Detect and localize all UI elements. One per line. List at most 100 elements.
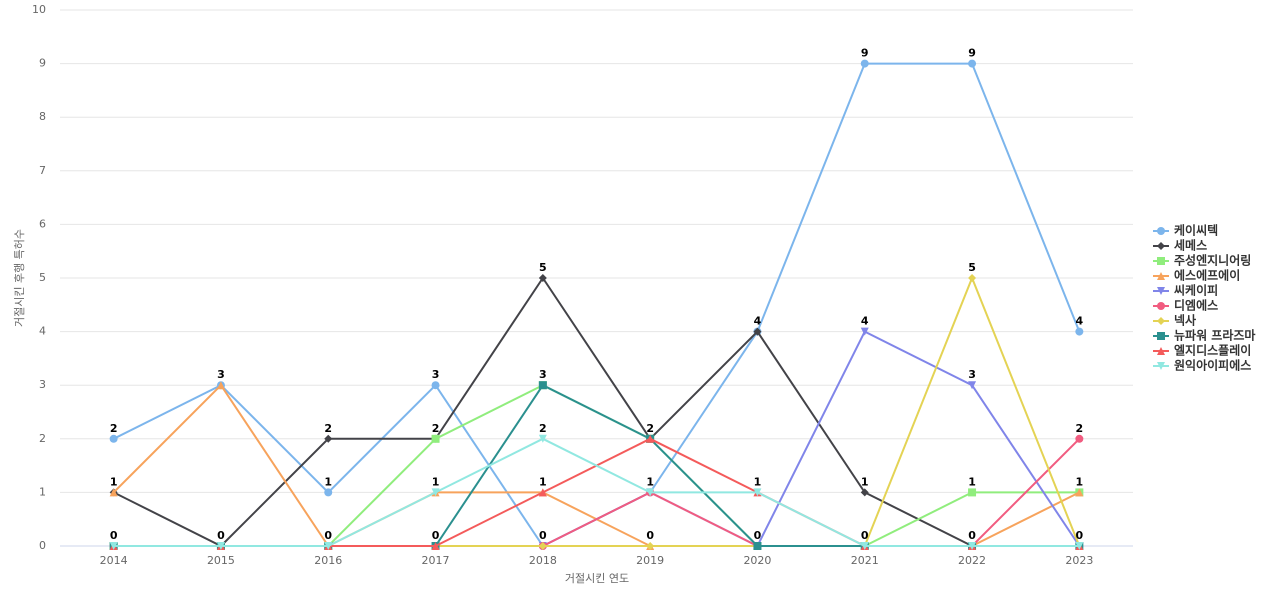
marker: [860, 327, 869, 336]
y-tick-label: 6: [39, 217, 46, 230]
data-label: 0: [968, 529, 976, 542]
data-label: 0: [324, 529, 332, 542]
marker: [109, 488, 118, 497]
data-label: 3: [432, 368, 440, 381]
marker: [216, 381, 225, 390]
marker: [1157, 272, 1165, 280]
y-tick-label: 0: [39, 539, 46, 552]
data-label: 0: [754, 529, 762, 542]
marker: [1157, 317, 1165, 325]
data-label: 0: [539, 529, 547, 542]
data-label: 1: [968, 475, 976, 488]
y-tick-label: 9: [39, 57, 46, 70]
x-axis-label: 거절시킨 연도: [565, 572, 629, 585]
y-tick-label: 2: [39, 432, 46, 445]
marker: [646, 542, 655, 550]
marker: [109, 542, 118, 550]
marker: [646, 434, 655, 443]
y-tick-label: 10: [32, 3, 46, 16]
series-line: [113, 62, 1081, 548]
legend-label: 뉴파워 프라즈마: [1174, 328, 1255, 343]
legend-label: 엘지디스플레이: [1174, 343, 1251, 358]
data-label: 4: [754, 315, 762, 328]
data-label: 0: [646, 529, 654, 542]
marker: [968, 59, 977, 68]
data-label: 1: [754, 475, 762, 488]
x-tick-label: 2015: [207, 554, 235, 567]
marker: [538, 434, 547, 443]
marker: [538, 542, 547, 550]
data-label: 0: [432, 529, 440, 542]
legend-label: 원익아이피에스: [1174, 358, 1251, 373]
x-tick-label: 2017: [422, 554, 450, 567]
marker: [1157, 257, 1165, 265]
data-label: 2: [1076, 422, 1084, 435]
marker: [1075, 488, 1084, 497]
marker: [860, 542, 869, 550]
y-tick-label: 1: [39, 485, 46, 498]
marker: [968, 488, 977, 497]
marker: [1157, 302, 1165, 310]
marker: [753, 542, 762, 550]
data-label: 5: [968, 261, 976, 274]
marker: [324, 542, 333, 550]
marker: [109, 434, 118, 443]
marker: [1157, 362, 1165, 370]
marker: [753, 488, 762, 497]
legend-label: 세메스: [1174, 238, 1207, 253]
marker: [538, 488, 547, 497]
data-label: 2: [432, 422, 440, 435]
y-tick-label: 8: [39, 110, 46, 123]
marker: [968, 542, 977, 550]
data-label: 3: [968, 368, 976, 381]
data-label: 0: [861, 529, 869, 542]
data-label: 2: [324, 422, 332, 435]
marker: [1157, 332, 1165, 340]
marker: [1157, 347, 1165, 355]
marker: [1075, 542, 1084, 550]
marker: [1157, 242, 1165, 250]
marker: [646, 488, 655, 497]
marker: [538, 381, 547, 390]
marker: [1075, 434, 1084, 443]
marker: [1075, 327, 1084, 336]
data-label: 1: [110, 475, 118, 488]
marker: [968, 381, 977, 390]
legend-label: 에스에프에이: [1174, 268, 1240, 283]
data-label: 1: [324, 475, 332, 488]
data-label: 1: [646, 475, 654, 488]
data-label: 9: [968, 47, 976, 60]
data-label: 1: [539, 475, 547, 488]
y-tick-label: 7: [39, 164, 46, 177]
legend-label: 케이씨텍: [1174, 223, 1218, 238]
x-tick-label: 2021: [851, 554, 879, 567]
data-label: 1: [861, 475, 869, 488]
marker: [431, 488, 440, 497]
marker: [431, 381, 440, 390]
data-label: 0: [110, 529, 118, 542]
marker: [324, 434, 333, 443]
data-label: 2: [539, 422, 547, 435]
data-label: 5: [539, 261, 547, 274]
data-label: 2: [646, 422, 654, 435]
data-label: 3: [217, 368, 225, 381]
x-tick-label: 2019: [636, 554, 664, 567]
legend-label: 주성엔지니어링: [1174, 253, 1251, 268]
marker: [431, 542, 440, 550]
x-tick-label: 2018: [529, 554, 557, 567]
marker: [1157, 287, 1165, 295]
data-label: 9: [861, 47, 869, 60]
marker: [538, 274, 547, 282]
legend-label: 디엠에스: [1174, 298, 1218, 313]
x-tick-label: 2014: [100, 554, 128, 567]
marker: [324, 488, 333, 497]
data-label: 2: [110, 422, 118, 435]
data-label: 1: [1076, 475, 1084, 488]
legend-label: 넥사: [1174, 313, 1196, 328]
x-tick-label: 2016: [314, 554, 342, 567]
marker: [860, 59, 869, 68]
marker: [753, 327, 762, 336]
marker: [968, 274, 977, 282]
data-label: 0: [217, 529, 225, 542]
